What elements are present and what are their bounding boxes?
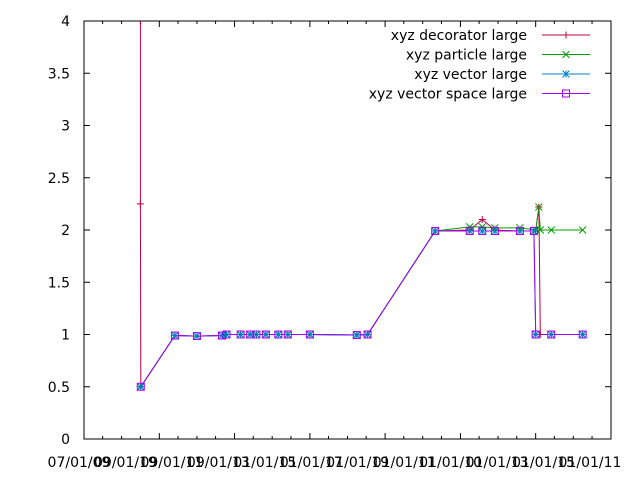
- series-3-point: [491, 227, 499, 235]
- series-1-point: [136, 200, 144, 208]
- series-4-point: [465, 227, 474, 236]
- series-3-point: [222, 330, 231, 339]
- series-4-point: [478, 227, 487, 236]
- series-4-point: [305, 330, 314, 339]
- legend-entry: xyz decorator large: [391, 28, 590, 44]
- x-tick-label: 01/01/19: [326, 455, 389, 471]
- series-3-point: [262, 330, 270, 339]
- series-3-point: [478, 227, 487, 235]
- series-3-point: [578, 330, 587, 339]
- x-tick-label: 01/01/17: [280, 455, 343, 471]
- series-4-point: [217, 331, 226, 340]
- legend-entry: xyz vector large: [414, 67, 590, 83]
- x-tick-label: 01/01/15: [512, 455, 575, 471]
- series-4-point: [547, 330, 556, 339]
- series-line-3: [140, 230, 583, 388]
- series-2-point: [535, 203, 543, 211]
- series-4-point: [283, 330, 292, 339]
- y-tick-labels: 0 0.5 1 1.5 2 2.5 3 3.5 4: [48, 14, 70, 448]
- series-3-point: [246, 330, 254, 339]
- series-4-point: [578, 330, 587, 339]
- series-4-point: [246, 330, 255, 339]
- x-ticks: [83, 21, 612, 439]
- series-3-point: [236, 330, 245, 339]
- series-4-point: [531, 330, 540, 339]
- legend-label: xyz decorator large: [391, 28, 527, 44]
- series-3-point: [352, 331, 361, 339]
- series-4-point: [252, 330, 261, 339]
- series-3-point: [431, 227, 440, 235]
- series-line-4: [140, 230, 583, 388]
- x-tick-label: 01/01/11: [373, 455, 436, 471]
- legend: xyz decorator large xyz particle large xyz…: [369, 28, 590, 103]
- y-tick-label: 3: [61, 119, 70, 135]
- series-3-point: [252, 330, 261, 339]
- x-tick-label: 01/01/11: [559, 455, 622, 471]
- series-3-point: [465, 227, 474, 235]
- legend-entry: xyz particle large: [406, 48, 590, 64]
- y-tick-label: 1: [61, 328, 70, 344]
- series-3-point: [218, 331, 226, 340]
- y-tick-label: 2.5: [48, 171, 70, 187]
- x-tick-label: 09/01/19: [94, 455, 157, 471]
- y-tick-label: 0.5: [48, 380, 70, 396]
- y-tick-label: 0: [61, 432, 70, 448]
- series-1-point: [137, 0, 144, 4]
- y-tick-label: 1.5: [48, 275, 70, 291]
- series-4-point: [261, 330, 270, 339]
- series-4-point: [431, 227, 440, 236]
- series-2-point: [578, 226, 587, 234]
- series-3-point: [363, 330, 372, 339]
- legend-marker: [562, 31, 570, 39]
- series-4-point: [352, 331, 361, 340]
- y-ticks: [84, 20, 611, 440]
- series-3-point: [516, 227, 524, 235]
- series-3-point: [274, 330, 283, 339]
- series-1-point: [478, 216, 486, 224]
- series-4-point: [363, 330, 372, 339]
- legend-marker: [562, 70, 570, 78]
- x-tick-label: 01/01/10: [419, 455, 482, 471]
- legend-label: xyz particle large: [406, 48, 527, 64]
- x-tick-labels: 07/01/0909/01/1909/01/1109/01/1301/01/15…: [48, 455, 622, 471]
- series-3-point: [283, 330, 292, 339]
- series-3-point: [531, 330, 540, 339]
- series-3-point: [171, 331, 179, 340]
- series-4-point: [274, 330, 283, 339]
- series-4-point: [192, 332, 201, 341]
- series-2-point: [547, 226, 556, 234]
- series-4-point: [515, 227, 524, 236]
- series-3-point: [193, 332, 201, 340]
- x-tick-label: 09/01/13: [187, 455, 250, 471]
- series-3-point: [136, 382, 145, 391]
- series-2-point: [536, 226, 545, 234]
- series-4-point: [529, 227, 538, 236]
- series-markers: [136, 0, 587, 391]
- series-4-point: [136, 382, 145, 391]
- legend-label: xyz vector large: [414, 67, 527, 83]
- legend-label: xyz vector space large: [369, 87, 527, 103]
- series-4-point: [170, 331, 179, 340]
- series-3-point: [547, 330, 556, 339]
- x-tick-label: 09/01/11: [140, 455, 203, 471]
- legend-marker: [562, 50, 570, 59]
- x-tick-label: 07/01/09: [48, 455, 111, 471]
- series-4-point: [236, 330, 245, 339]
- y-tick-label: 3.5: [48, 66, 70, 82]
- x-tick-label: 01/01/13: [466, 455, 529, 471]
- series-3-point: [530, 227, 538, 235]
- y-tick-label: 4: [61, 14, 70, 30]
- y-tick-label: 2: [61, 223, 70, 239]
- series-4-point: [222, 330, 231, 339]
- series-3-point: [306, 330, 314, 339]
- x-tick-label: 01/01/15: [233, 455, 296, 471]
- series-4-point: [490, 227, 499, 236]
- legend-entry: xyz vector space large: [369, 87, 590, 103]
- legend-marker: [562, 89, 570, 98]
